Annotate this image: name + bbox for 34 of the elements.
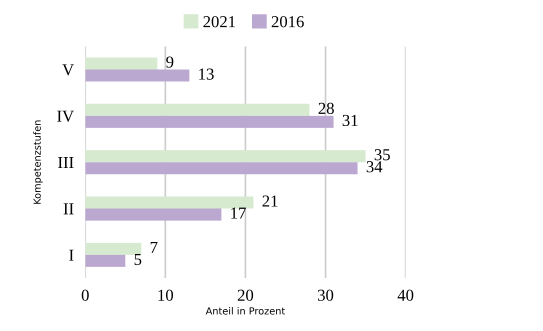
data-label: 13 bbox=[199, 68, 214, 80]
data-label: 17 bbox=[231, 208, 246, 219]
data-label: 31 bbox=[342, 114, 358, 126]
data-label: 34 bbox=[366, 161, 382, 172]
data-label: 7 bbox=[150, 242, 158, 253]
data-label: 35 bbox=[374, 149, 390, 160]
y-tick-label: V bbox=[62, 64, 74, 76]
data-label: 9 bbox=[166, 56, 174, 68]
data-label: 28 bbox=[318, 102, 334, 114]
y-tick-label: II bbox=[64, 203, 74, 214]
legend-label: 2021 bbox=[203, 16, 236, 28]
bar bbox=[85, 162, 358, 174]
y-tick-label: III bbox=[58, 157, 74, 168]
y-tick-label: IV bbox=[57, 110, 74, 122]
bar bbox=[85, 70, 190, 82]
y-axis-title: Kompetenzstufen bbox=[33, 120, 43, 204]
x-tick-label: 20 bbox=[238, 290, 254, 301]
bar bbox=[85, 150, 366, 162]
bar bbox=[85, 254, 126, 267]
data-label: 21 bbox=[262, 195, 278, 207]
x-tick-label: 0 bbox=[82, 290, 89, 301]
bar bbox=[85, 196, 254, 209]
y-tick-label: I bbox=[69, 250, 74, 261]
x-tick-label: 40 bbox=[398, 290, 414, 301]
bar bbox=[85, 208, 222, 221]
bar bbox=[85, 116, 334, 128]
bar bbox=[85, 104, 310, 116]
x-tick-label: 30 bbox=[318, 290, 334, 301]
legend-label: 2016 bbox=[272, 16, 304, 28]
x-tick-label: 10 bbox=[158, 290, 174, 301]
bar bbox=[85, 242, 142, 255]
x-axis-title: Anteil in Prozent bbox=[206, 307, 285, 315]
data-label: 5 bbox=[134, 254, 142, 266]
bar bbox=[85, 57, 158, 70]
